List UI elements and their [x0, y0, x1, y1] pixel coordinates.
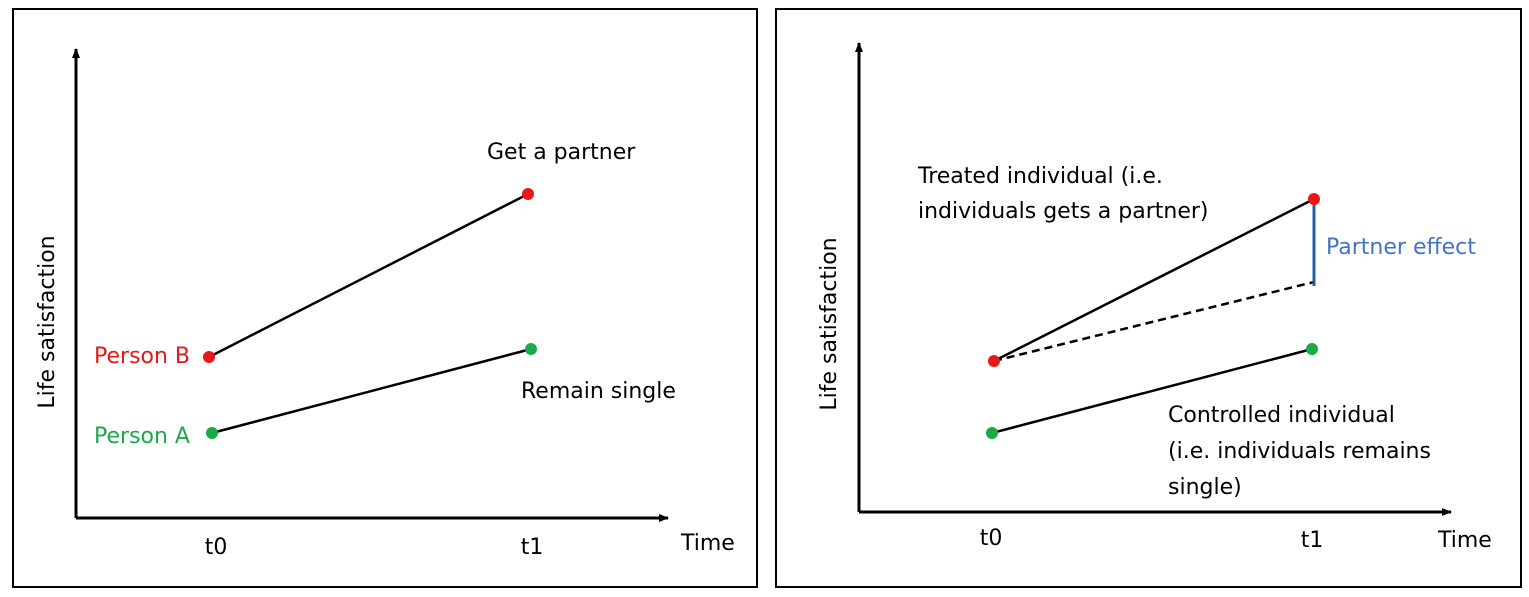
person-b-line: [208, 192, 529, 359]
control-t1-point: [1306, 343, 1318, 355]
treated-line: [993, 197, 1315, 363]
control-t0-point: [986, 427, 998, 439]
treated-t1-point: [1308, 193, 1320, 205]
person-b-t1-point: [522, 188, 534, 200]
control-label-line3: single): [1168, 475, 1242, 500]
left-panel: Life satisfaction Time t0 t1 Person B Pe…: [12, 8, 758, 588]
treated-t0-point: [988, 355, 1000, 367]
left-panel-frame: [12, 8, 758, 588]
person-a-t0-point: [206, 427, 218, 439]
counterfactual-dashed-line: [993, 280, 1315, 363]
right-y-axis-label: Life satisfaction: [817, 237, 842, 410]
partner-effect-label: Partner effect: [1326, 235, 1476, 260]
person-a-label: Person A: [94, 424, 190, 449]
left-tick-t0: t0: [205, 535, 228, 560]
control-label-line1: Controlled individual: [1168, 403, 1395, 428]
treated-label-line2: individuals gets a partner): [918, 199, 1209, 224]
person-a-line: [211, 347, 532, 435]
person-a-t1-point: [525, 343, 537, 355]
get-partner-label: Get a partner: [487, 140, 636, 165]
remain-single-label: Remain single: [521, 379, 676, 404]
right-tick-t1: t1: [1301, 528, 1324, 553]
right-panel-frame: [775, 8, 1522, 588]
left-x-axis-label: Time: [680, 531, 735, 556]
right-x-axis-label: Time: [1437, 528, 1492, 553]
right-panel: Life satisfaction Time t0 t1 Treated ind…: [775, 8, 1522, 588]
treated-label-line1: Treated individual (i.e.: [917, 164, 1163, 189]
control-label-line2: (i.e. individuals remains: [1168, 439, 1431, 464]
right-tick-t0: t0: [980, 526, 1003, 551]
person-b-t0-point: [203, 351, 215, 363]
left-y-axis-label: Life satisfaction: [35, 235, 60, 408]
person-b-label: Person B: [94, 344, 190, 369]
left-tick-t1: t1: [521, 535, 544, 560]
control-line: [991, 347, 1313, 435]
